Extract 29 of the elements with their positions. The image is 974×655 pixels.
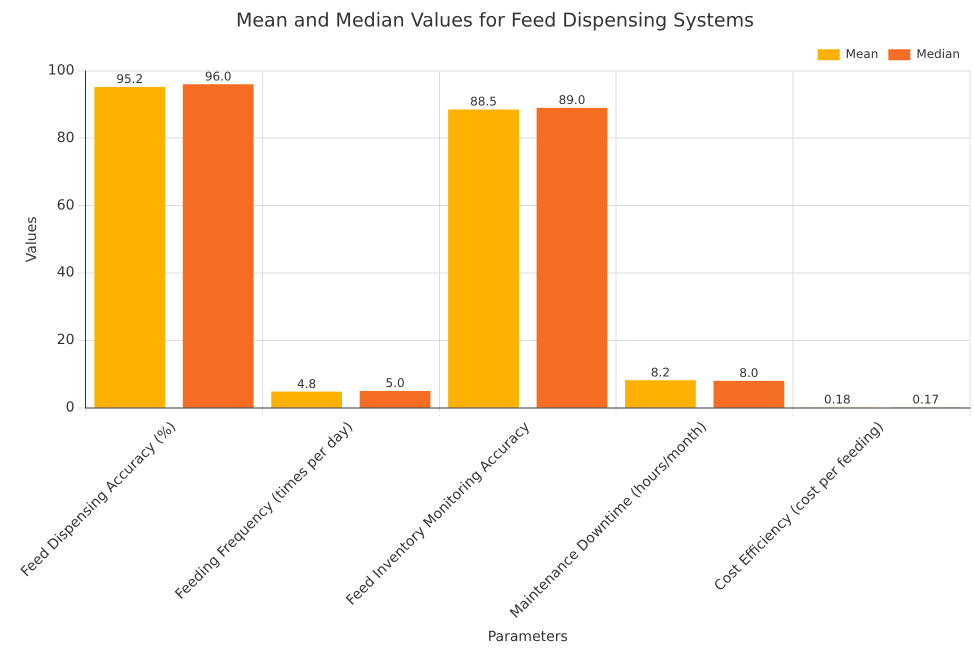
y-tick-label: 20	[56, 332, 75, 348]
bar	[714, 380, 784, 408]
y-tick-label: 0	[66, 399, 75, 416]
bar	[94, 86, 166, 408]
data-label: 88.5	[470, 94, 497, 109]
data-label: 8.0	[739, 366, 758, 380]
bar	[448, 110, 519, 408]
data-label: 96.0	[204, 69, 232, 84]
bar	[536, 108, 608, 408]
bar	[271, 392, 342, 408]
legend-label: Mean	[846, 46, 878, 61]
bar	[625, 380, 696, 408]
data-label: 4.8	[297, 376, 316, 391]
y-tick-label: 60	[56, 197, 75, 214]
bar	[182, 84, 254, 408]
bar	[360, 390, 430, 408]
data-label: 5.0	[386, 376, 405, 390]
y-tick-label: 100	[48, 62, 75, 78]
chart-title: Mean and Median Values for Feed Dispensing Systems	[236, 9, 754, 32]
y-tick-label: 40	[56, 264, 75, 281]
data-label: 89.0	[558, 93, 586, 107]
data-label: 0.17	[912, 392, 940, 406]
data-label: 0.18	[824, 392, 851, 406]
y-axis-title: Values	[24, 216, 40, 262]
data-label: 95.2	[116, 72, 144, 86]
y-tick-label: 80	[56, 130, 75, 146]
legend-label: Median	[916, 46, 960, 61]
x-axis-title: Parameters	[488, 629, 568, 646]
data-label: 8.2	[650, 365, 670, 380]
